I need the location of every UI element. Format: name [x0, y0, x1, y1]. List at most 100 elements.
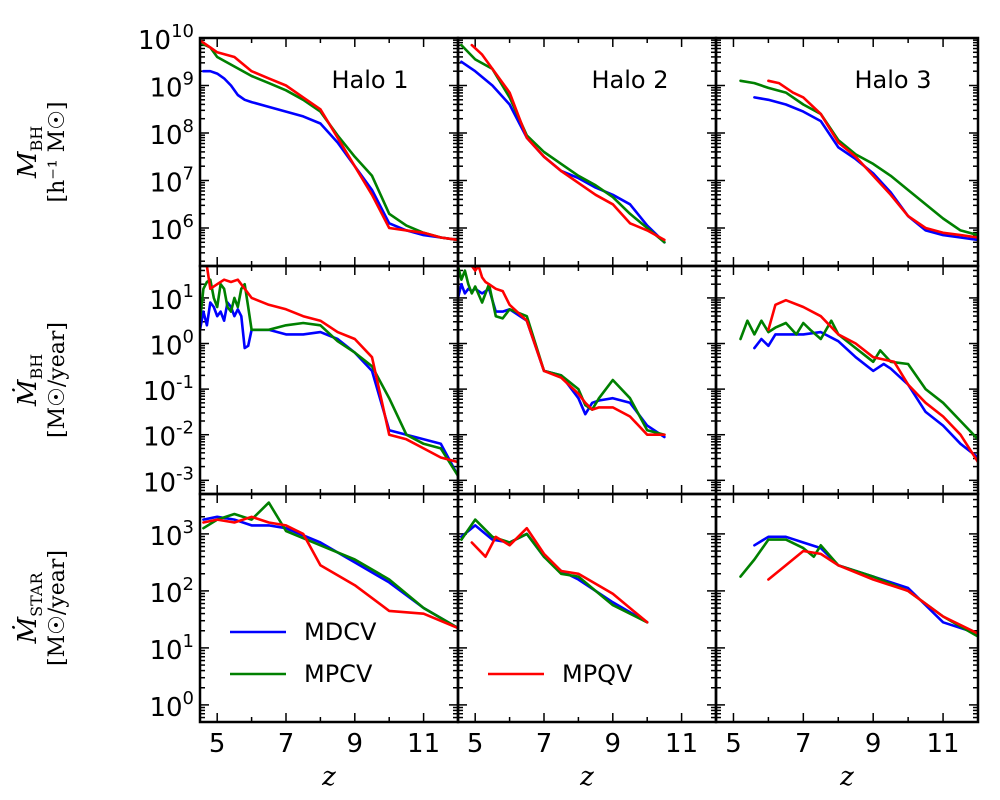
series-line-mpqv — [767, 79, 978, 239]
y-tick-base: 10 — [149, 216, 182, 246]
y-axis-symbol: MBH — [13, 126, 46, 179]
lines-layer — [200, 39, 978, 638]
y-axis-label-mbh: MBH [h⁻¹ M☉] — [13, 101, 70, 202]
x-tick-label: 9 — [865, 729, 882, 759]
y-tick-exponent: 6 — [183, 211, 194, 232]
x-tick-label: 11 — [927, 729, 960, 759]
y-tick-label: 100 — [149, 688, 194, 723]
series-line-mpqv — [205, 266, 458, 464]
y-tick-base: 10 — [143, 377, 176, 407]
y-tick-base: 10 — [149, 121, 182, 151]
series-line-mdcv — [202, 515, 458, 630]
x-tick-label: 5 — [725, 729, 742, 759]
y-tick-exponent: -1 — [176, 372, 194, 393]
panel-lines-0-0 — [200, 39, 458, 242]
series-line-mpqv — [470, 266, 666, 437]
series-line-mpqv — [202, 515, 458, 630]
series-line-mpcv — [739, 79, 978, 237]
panel-lines-1-0 — [200, 266, 458, 478]
x-tick-label: 7 — [278, 729, 295, 759]
y-tick-exponent: 3 — [183, 517, 194, 538]
y-tick-base: 10 — [143, 423, 176, 453]
panel-lines-2-0 — [202, 501, 458, 630]
y-tick-label: 103 — [149, 517, 194, 552]
series-line-mpqv — [767, 549, 978, 635]
y-tick-exponent: -2 — [176, 418, 194, 439]
text-layer: 106107108109101010-310-210-1100101100101… — [12, 21, 960, 792]
y-tick-label: 10-2 — [143, 418, 194, 453]
panel-lines-2-2 — [739, 535, 978, 638]
x-tick-label: 9 — [605, 729, 622, 759]
y-tick-base: 10 — [149, 579, 182, 609]
x-axis-label: z — [579, 762, 594, 792]
y-tick-label: 101 — [149, 631, 194, 666]
y-tick-base: 10 — [149, 286, 182, 316]
series-line-mpqv — [200, 39, 458, 242]
series-line-mdcv — [458, 282, 666, 439]
x-tick-label: 7 — [536, 729, 553, 759]
panel-lines-0-2 — [739, 79, 978, 242]
x-tick-label: 11 — [665, 729, 698, 759]
series-line-mdcv — [202, 69, 458, 242]
y-tick-exponent: 2 — [183, 574, 194, 595]
y-axis-label-mdot_bh: ṀBH [M☉/year] — [12, 322, 70, 438]
series-line-mpcv — [202, 501, 458, 630]
y-tick-exponent: -3 — [176, 463, 194, 484]
y-tick-base: 10 — [149, 693, 182, 723]
y-tick-exponent: 7 — [183, 164, 194, 185]
panel-lines-0-1 — [460, 43, 666, 244]
x-tick-label: 7 — [795, 729, 812, 759]
series-line-mdcv — [753, 330, 978, 459]
y-tick-base: 10 — [149, 522, 182, 552]
y-tick-base: 10 — [143, 468, 176, 498]
series-line-mpqv — [470, 526, 649, 624]
series-line-mdcv — [200, 301, 458, 478]
y-tick-label: 100 — [149, 327, 194, 362]
legend-label-mdcv: MDCV — [304, 618, 377, 646]
x-tick-label: 11 — [407, 729, 440, 759]
y-axis-unit: [h⁻¹ M☉] — [45, 101, 70, 202]
y-axis-unit: [M☉/year] — [45, 550, 70, 666]
y-axis-symbol: ṀBH — [12, 354, 46, 407]
x-tick-label: 5 — [209, 729, 226, 759]
series-line-mpcv — [460, 518, 649, 624]
series-line-mpcv — [200, 278, 458, 478]
y-tick-label: 10-1 — [143, 372, 194, 407]
y-tick-label: 1010 — [138, 21, 194, 56]
y-tick-exponent: 10 — [171, 21, 194, 42]
y-tick-exponent: 8 — [183, 116, 194, 137]
y-tick-label: 101 — [149, 281, 194, 316]
y-tick-label: 10-3 — [143, 463, 194, 498]
y-tick-label: 102 — [149, 574, 194, 609]
panel-frame — [456, 264, 718, 496]
halo-label: Halo 1 — [331, 66, 408, 94]
y-tick-exponent: 0 — [183, 327, 194, 348]
x-tick-label: 9 — [347, 729, 364, 759]
series-line-mpcv — [739, 319, 978, 441]
series-line-mdcv — [753, 535, 978, 635]
y-tick-base: 10 — [149, 169, 182, 199]
y-tick-exponent: 0 — [183, 688, 194, 709]
panel-lines-1-1 — [458, 266, 666, 439]
y-axis-symbol: ṀSTAR — [12, 572, 46, 645]
y-tick-label: 106 — [149, 211, 194, 246]
legend-label-mpcv: MPCV — [304, 660, 373, 688]
series-line-mpqv — [470, 43, 666, 242]
panel-frame — [456, 36, 718, 268]
series-line-mpcv — [200, 41, 458, 242]
x-tick-label: 5 — [467, 729, 484, 759]
legend-label-mpqv: MPQV — [562, 660, 633, 688]
panel-lines-2-1 — [460, 518, 649, 624]
y-axis-unit: [M☉/year] — [45, 322, 70, 438]
halo-label: Halo 2 — [591, 66, 668, 94]
panel-frame — [714, 264, 980, 496]
y-tick-base: 10 — [138, 26, 171, 56]
series-line-mpqv — [767, 298, 978, 464]
y-tick-base: 10 — [149, 332, 182, 362]
x-axis-label: z — [839, 762, 854, 792]
x-axis-label: z — [321, 762, 336, 792]
halo-label: Halo 3 — [854, 66, 931, 94]
y-tick-exponent: 1 — [183, 281, 194, 302]
y-tick-label: 108 — [149, 116, 194, 151]
